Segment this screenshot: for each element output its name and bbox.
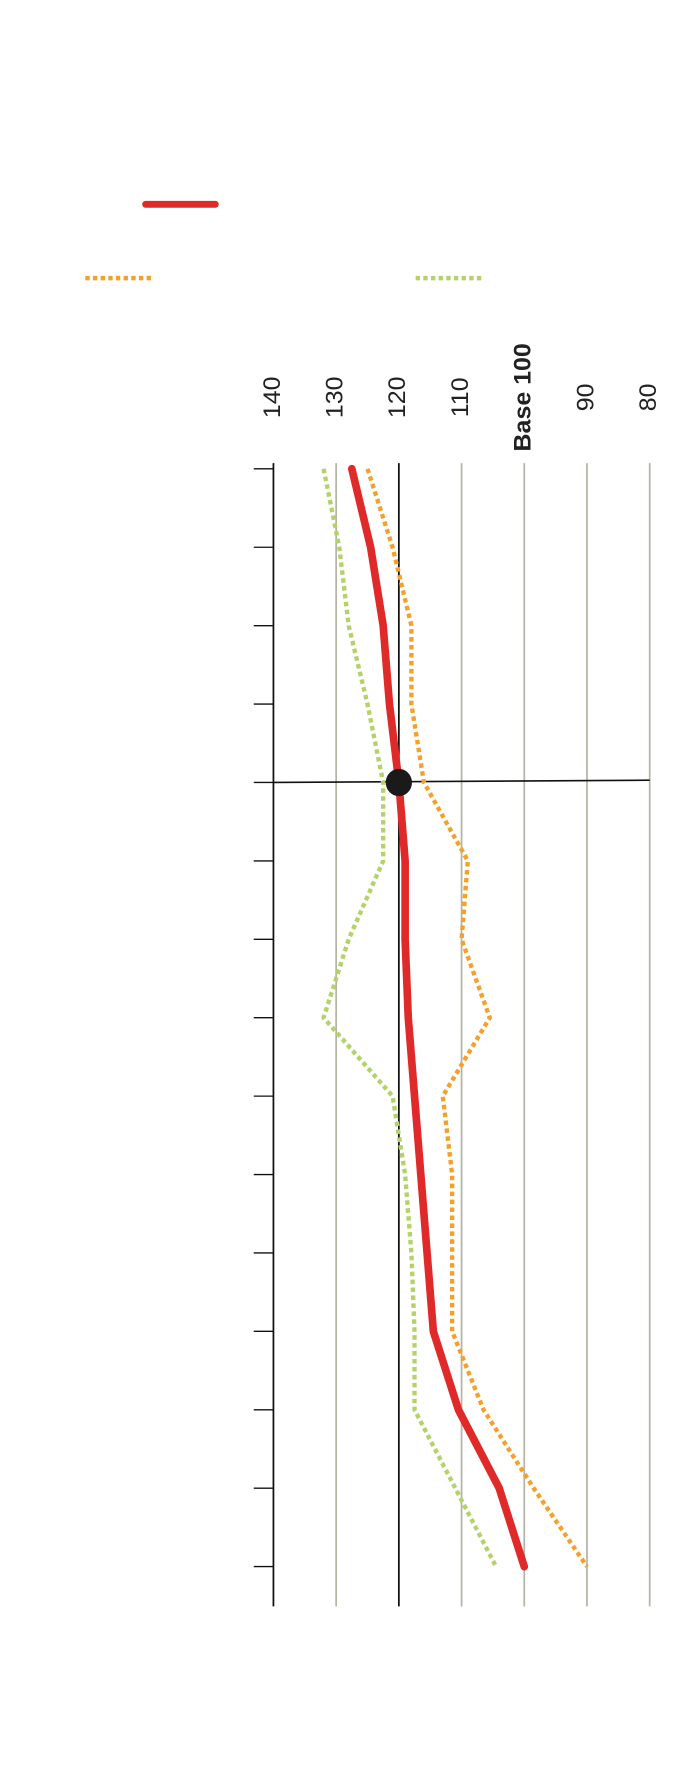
x-tick-label: 120 bbox=[385, 376, 411, 418]
x-tick-label: 140 bbox=[259, 376, 285, 418]
x-tick-label: Base 100 bbox=[510, 343, 536, 451]
x-tick-label: 110 bbox=[447, 377, 473, 417]
series-line bbox=[365, 468, 589, 1568]
x-tick-label: 130 bbox=[322, 376, 348, 418]
series-line bbox=[321, 468, 498, 1568]
x-tick-label: 80 bbox=[635, 383, 661, 411]
highlight-point bbox=[385, 768, 412, 797]
highlight-line bbox=[273, 779, 650, 784]
series-line bbox=[347, 464, 529, 1571]
x-tick-label: 90 bbox=[573, 383, 599, 411]
